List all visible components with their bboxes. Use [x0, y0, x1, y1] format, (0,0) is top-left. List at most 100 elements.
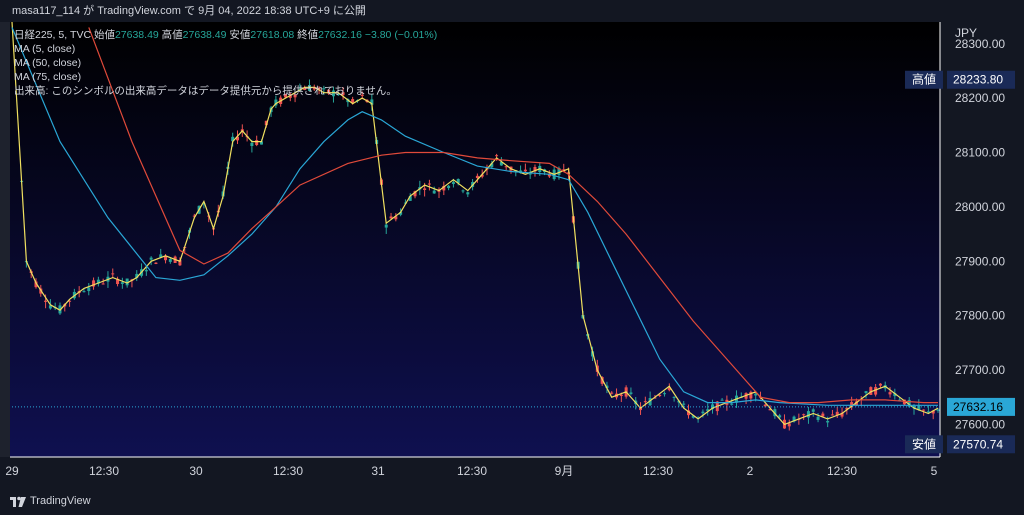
tradingview-logo-icon [10, 496, 26, 507]
legend-ohlc-row: 日経225, 5, TVC 始値27638.49 高値27638.49 安値27… [14, 28, 437, 41]
candle [120, 277, 124, 289]
candle [600, 376, 604, 386]
candle [159, 248, 163, 259]
candle [92, 277, 96, 290]
candle [701, 409, 705, 418]
candle [490, 160, 494, 169]
plot-area [10, 22, 940, 457]
candle [135, 270, 139, 282]
y-tick-label: 28100.00 [955, 146, 1005, 160]
candle [327, 89, 331, 95]
candle [878, 383, 882, 388]
candle [447, 185, 451, 191]
candle [787, 419, 791, 431]
candle [96, 276, 100, 287]
candle [394, 213, 398, 222]
y-tick-label: 27700.00 [955, 363, 1005, 377]
footer-bar: TradingView [0, 490, 1024, 515]
price-chart[interactable]: 28300.00 28200.00 28100.00 28000.00 27900.00… [0, 0, 1024, 490]
candle [663, 391, 667, 397]
candle [384, 222, 388, 234]
time-axis-panel [0, 457, 1024, 490]
candle [68, 300, 72, 307]
candle [116, 276, 120, 287]
x-tick-label: 12:30 [89, 464, 119, 478]
svg-text:高値: 高値 [912, 72, 936, 87]
candle [307, 79, 311, 92]
price-axis-panel [940, 22, 1024, 457]
candle [523, 163, 527, 173]
candle [442, 181, 446, 196]
x-tick-label: 12:30 [827, 464, 857, 478]
candle [274, 95, 278, 109]
candle [792, 415, 796, 423]
svg-text:27632.16: 27632.16 [953, 400, 1003, 414]
candle [648, 391, 652, 407]
y-tick-label: 27600.00 [955, 417, 1005, 431]
low-price-tag: 27570.74 [947, 435, 1015, 454]
candle [936, 408, 940, 413]
candle [461, 189, 465, 194]
y-tick-label: 28300.00 [955, 37, 1005, 51]
currency-label: JPY [955, 26, 977, 40]
svg-text:28233.80: 28233.80 [953, 73, 1003, 87]
candle [720, 397, 724, 401]
legend-indicator[interactable]: MA (50, close) [14, 57, 81, 69]
candle [456, 178, 460, 186]
candle [610, 391, 614, 395]
y-tick-label: 27800.00 [955, 309, 1005, 323]
x-tick-label: 2 [747, 464, 754, 478]
candle [293, 93, 297, 103]
candle [869, 386, 873, 396]
tradingview-brand[interactable]: TradingView [10, 495, 91, 507]
candle [475, 173, 479, 183]
x-tick-label: 31 [371, 464, 385, 478]
legend-volume-note: 出来高: このシンボルの出来高データはデータ提供元から提供されておりません。 [14, 84, 397, 97]
legend-indicator[interactable]: MA (75, close) [14, 71, 81, 83]
high-price-tag: 28233.80 [947, 70, 1015, 89]
candle [427, 179, 431, 191]
candle [389, 212, 393, 219]
candle [778, 413, 782, 419]
candle [888, 387, 892, 398]
candle [322, 85, 326, 96]
last-price-tag: 27632.16 [947, 397, 1015, 416]
y-tick-label: 28000.00 [955, 200, 1005, 214]
candle [504, 166, 508, 171]
candle [202, 203, 206, 209]
candle [331, 86, 335, 103]
candle [432, 186, 436, 194]
candle [706, 403, 710, 416]
candle [629, 387, 633, 396]
low-label-tag: 安値 [905, 435, 943, 454]
candle [236, 130, 240, 144]
candle [811, 408, 815, 417]
candle [830, 409, 834, 416]
candle [149, 256, 153, 266]
x-tick-label: 30 [189, 464, 203, 478]
x-tick-label: 12:30 [643, 464, 673, 478]
candle [907, 397, 911, 408]
candle [288, 92, 292, 102]
ma50-line [11, 27, 938, 406]
x-tick-label: 12:30 [273, 464, 303, 478]
x-tick-label: 29 [5, 464, 19, 478]
candle [466, 191, 470, 198]
y-tick-label: 28200.00 [955, 91, 1005, 105]
x-tick-label: 12:30 [457, 464, 487, 478]
candle [341, 87, 345, 100]
legend-indicator[interactable]: MA (5, close) [14, 43, 75, 55]
candle [926, 405, 930, 415]
candle [845, 407, 849, 415]
publish-bar: masa117_114 が TradingView.com で 9月 04, 2… [0, 0, 1024, 22]
candle [922, 409, 926, 416]
x-tick-label: 5 [931, 464, 938, 478]
ma75-line [88, 27, 938, 404]
brand-label: TradingView [30, 495, 91, 507]
candle [682, 400, 686, 409]
x-tick-label: 9月 [555, 464, 574, 478]
candle [111, 268, 115, 279]
svg-text:安値: 安値 [912, 436, 936, 451]
publish-text: masa117_114 が TradingView.com で 9月 04, 2… [12, 5, 366, 17]
candle [255, 135, 259, 147]
